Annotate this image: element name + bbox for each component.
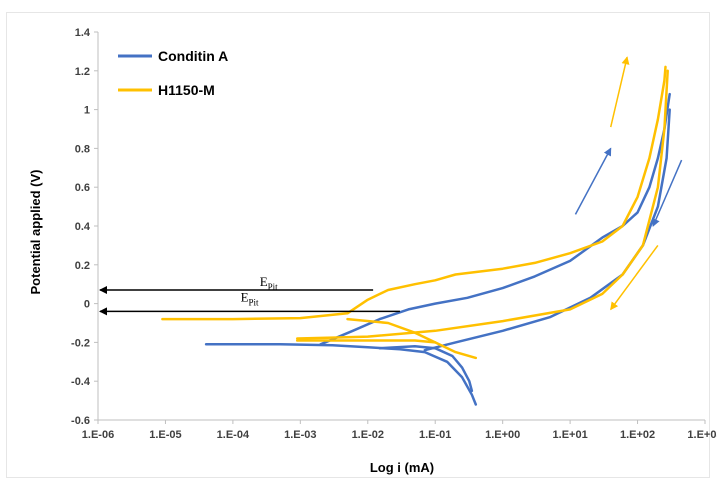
epit-subscript: Pit [249,298,260,308]
x-tick-label: 1.E-06 [82,429,114,441]
x-tick-label: 1.E-04 [217,429,250,441]
legend-label: Conditin A [158,48,228,64]
scan-direction-arrow [574,147,612,215]
scan-direction-arrow [610,244,659,311]
y-axis-title: Potential applied (V) [28,170,43,295]
y-tick-label: 0.2 [75,260,90,272]
series-0-curve-1 [319,92,671,346]
series-1-curve-2 [346,317,478,360]
x-tick-label: 1.E-02 [352,429,384,441]
series-0-curve-0 [204,343,478,406]
x-tick-label: 1.E-03 [284,429,316,441]
series-1-curve-1 [295,69,669,340]
epit-subscript: Pit [268,282,279,292]
epit-label: EPit [241,290,259,308]
series-0-curve-3 [378,345,474,393]
y-tick-label: -0.4 [71,376,91,388]
y-tick-label: 0.4 [75,221,91,233]
y-tick-label: 0 [84,299,90,311]
scan-direction-arrow [609,56,630,128]
x-tick-label: 1.E-05 [149,429,181,441]
series-1-curve-0 [161,65,667,321]
series-0-curve-2 [423,108,671,352]
y-tick-label: 0.8 [75,143,90,155]
scan-direction-arrow [652,159,683,227]
legend-label: H1150-M [158,82,215,98]
y-tick-label: 1.2 [75,66,90,78]
x-axis-title: Log i (mA) [370,460,434,475]
x-tick-label: 1.E+01 [553,429,588,441]
x-tick-label: 1.E+03 [687,429,717,441]
legend: Conditin A H1150-M [118,48,228,98]
y-tick-label: 1 [84,105,90,117]
x-tick-label: 1.E+02 [620,429,655,441]
y-tick-label: 1.4 [75,27,91,39]
y-tick-label: -0.2 [71,337,90,349]
x-tick-label: 1.E+00 [485,429,520,441]
y-tick-label: -0.6 [71,415,90,427]
y-tick-label: 0.6 [75,182,90,194]
axes: -0.6 -0.4 -0.2 0 0.2 0.4 0.6 0.8 1 1.2 1.4 1.E-06 1.… [71,27,717,441]
series-1-curve-3 [295,339,437,344]
curves [161,65,671,406]
x-tick-label: 1.E-01 [419,429,451,441]
